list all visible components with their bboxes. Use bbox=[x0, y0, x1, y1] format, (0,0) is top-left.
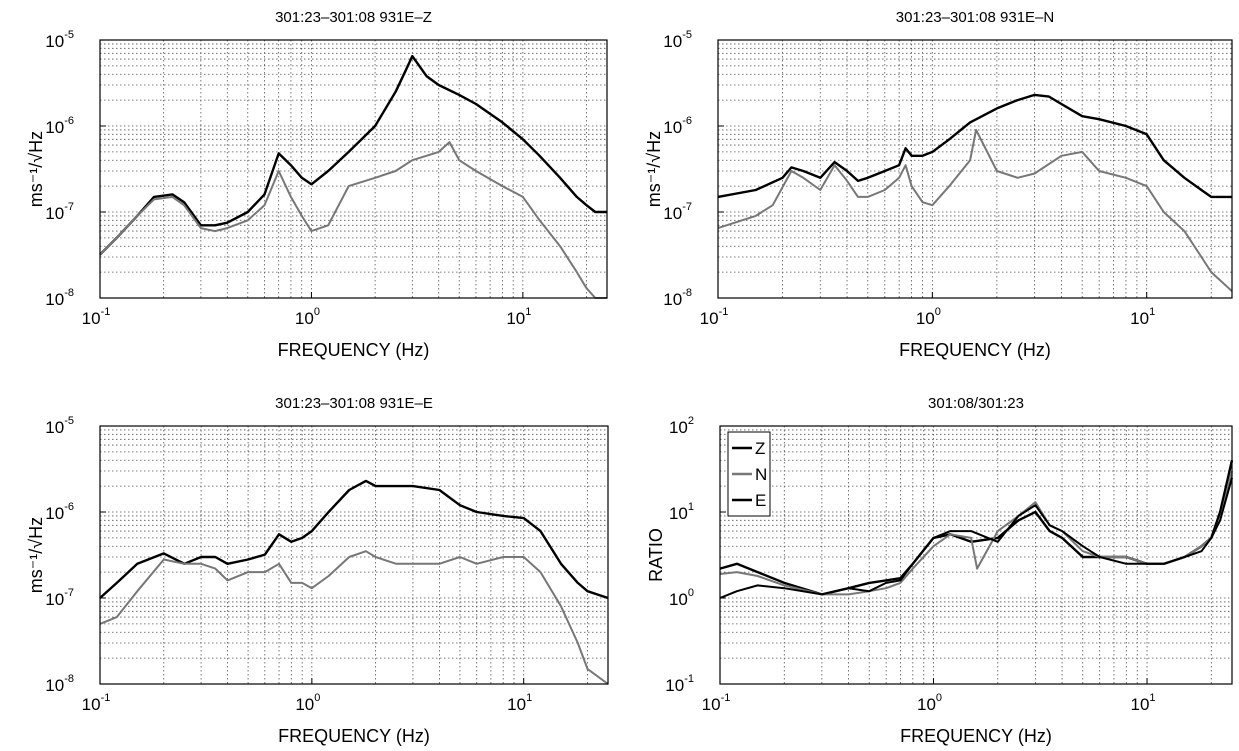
y-tick-label: 101 bbox=[669, 501, 694, 523]
series-line-1 bbox=[99, 479, 609, 600]
chart-title: 301:23–301:08 931E–E bbox=[275, 395, 433, 412]
y-axis-label: RATIO bbox=[646, 528, 666, 582]
y-tick-label: 10-5 bbox=[45, 29, 74, 51]
y-tick-label: 10-5 bbox=[45, 415, 74, 437]
x-tick-label: 101 bbox=[1130, 306, 1155, 328]
y-tick-label: 100 bbox=[669, 587, 694, 609]
legend: ZNE bbox=[727, 431, 771, 517]
grid bbox=[100, 40, 607, 298]
series-line-1 bbox=[99, 54, 607, 256]
x-tick-label: 10-1 bbox=[82, 306, 111, 328]
chart-panel-4: 10-1 100 101 10-1 100 101 102 301:08/301:23 FREQ… bbox=[646, 395, 1234, 746]
y-tick-label: 10-6 bbox=[663, 115, 692, 137]
y-tick-label: 10-6 bbox=[45, 501, 74, 523]
legend-label: E bbox=[755, 491, 766, 510]
y-tick-label: 10-8 bbox=[663, 287, 692, 309]
grid bbox=[100, 426, 608, 684]
x-tick-label: 100 bbox=[295, 306, 320, 328]
x-axis-label: FREQUENCY (Hz) bbox=[900, 726, 1052, 746]
chart-panel-1: 10-1 100 101 10-8 10-7 10-6 10-5 301:23–301:08 … bbox=[26, 9, 608, 360]
series-line-2 bbox=[717, 128, 1233, 292]
chart-title: 301:23–301:08 931E–N bbox=[896, 9, 1054, 26]
grid bbox=[718, 40, 1232, 298]
chart-title: 301:23–301:08 931E–Z bbox=[275, 9, 432, 26]
x-tick-label: 101 bbox=[506, 306, 531, 328]
x-tick-label: 10-1 bbox=[700, 306, 729, 328]
x-tick-label: 101 bbox=[507, 692, 532, 714]
x-tick-label: 100 bbox=[916, 306, 941, 328]
series-line-2 bbox=[99, 550, 609, 685]
y-tick-label: 10-5 bbox=[663, 29, 692, 51]
y-tick-label: 10-8 bbox=[45, 287, 74, 309]
x-tick-label: 101 bbox=[1131, 692, 1156, 714]
x-axis-label: FREQUENCY (Hz) bbox=[899, 340, 1051, 360]
y-axis-label: ms⁻¹/√Hz bbox=[26, 131, 46, 207]
y-tick-label: 10-7 bbox=[45, 201, 74, 223]
chart-panel-3: 10-1 100 101 10-8 10-7 10-6 10-5 301:23–301:08 … bbox=[26, 395, 609, 746]
series-line-z bbox=[719, 459, 1234, 596]
legend-label: Z bbox=[755, 439, 765, 458]
y-tick-label: 10-6 bbox=[45, 115, 74, 137]
y-axis-label: ms⁻¹/√Hz bbox=[26, 517, 46, 593]
series-line-1 bbox=[717, 93, 1232, 199]
grid bbox=[720, 426, 1232, 684]
plot-frame bbox=[99, 39, 608, 299]
chart-title: 301:08/301:23 bbox=[928, 395, 1024, 412]
y-tick-label: 102 bbox=[669, 415, 694, 437]
legend-label: N bbox=[755, 465, 767, 484]
y-tick-label: 10-7 bbox=[45, 587, 74, 609]
y-tick-label: 10-7 bbox=[663, 201, 692, 223]
y-tick-label: 10-1 bbox=[665, 673, 694, 695]
x-axis-label: FREQUENCY (Hz) bbox=[278, 340, 430, 360]
x-tick-label: 100 bbox=[295, 692, 320, 714]
x-tick-label: 10-1 bbox=[82, 692, 111, 714]
x-tick-label: 10-1 bbox=[702, 692, 731, 714]
y-axis-label: ms⁻¹/√Hz bbox=[644, 131, 664, 207]
series-line-2 bbox=[99, 141, 607, 299]
chart-panel-2: 10-1 100 101 10-8 10-7 10-6 10-5 301:23–301:08 … bbox=[644, 9, 1233, 360]
plot-frame bbox=[99, 425, 609, 685]
plot-frame bbox=[717, 39, 1233, 299]
y-tick-label: 10-8 bbox=[45, 673, 74, 695]
x-axis-label: FREQUENCY (Hz) bbox=[278, 726, 430, 746]
x-tick-label: 100 bbox=[917, 692, 942, 714]
plot-frame bbox=[719, 425, 1233, 685]
series-line-e bbox=[719, 477, 1233, 599]
